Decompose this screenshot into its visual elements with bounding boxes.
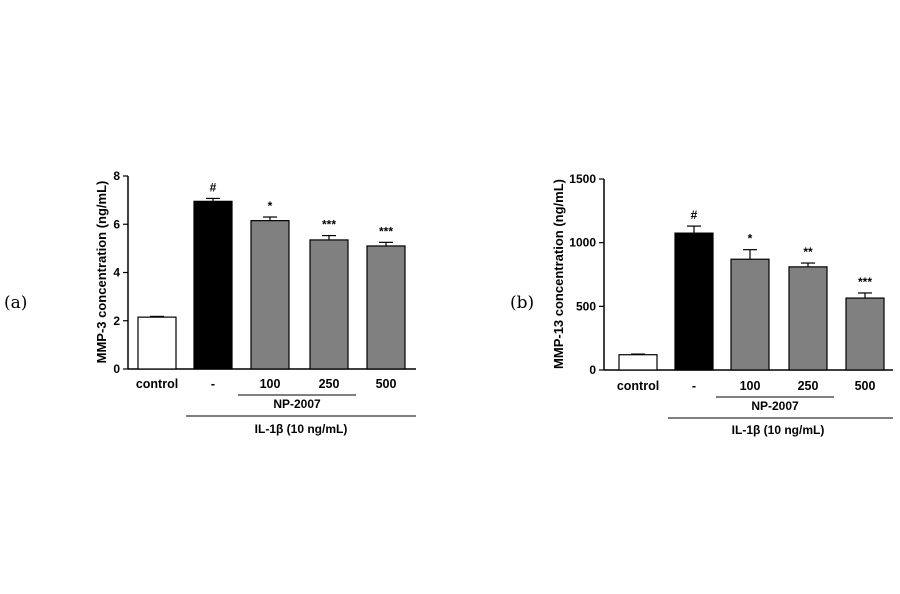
panel-a-significance-mark: *** — [379, 224, 393, 238]
panel-b-category-label: 250 — [798, 379, 819, 393]
panel-b-outer-group-label: IL-1β (10 ng/mL) — [732, 423, 825, 437]
panel-a-category-label: - — [211, 377, 215, 391]
panel-b-y-tick-label: 0 — [589, 363, 596, 377]
panel-a-category-label: 500 — [376, 377, 397, 391]
panel-a-bar — [137, 316, 177, 370]
panel-a-outer-group-label: IL-1β (10 ng/mL) — [255, 422, 348, 436]
panel-a-significance-mark: * — [268, 199, 273, 213]
panel-b-significance-mark: # — [691, 208, 698, 222]
panel-a-category-label: 100 — [260, 377, 281, 391]
panel-a-category-label: 250 — [319, 377, 340, 391]
panel-a-chart: (a) MMP-3 concentration (ng/mL) 0 2 4 6 8 co… — [4, 169, 416, 436]
panel-a-y-tick-label: 2 — [113, 314, 120, 328]
panel-b-bar — [674, 232, 714, 371]
panel-b-category-label: 100 — [740, 379, 761, 393]
panel-a-significance-mark: *** — [322, 218, 336, 232]
panel-b-bar — [730, 258, 770, 371]
panel-b-bar — [845, 297, 885, 371]
panel-b-y-tick-label: 500 — [576, 299, 596, 313]
panel-b-significance-mark: ** — [803, 245, 813, 259]
panel-a-significance-mark: # — [210, 180, 217, 194]
panel-a-label: (a) — [4, 293, 27, 313]
panel-a-y-tick-label: 0 — [113, 362, 120, 376]
panel-b-group-labels: NP-2007 IL-1β (10 ng/mL) — [668, 396, 893, 437]
panel-b-bar — [788, 266, 828, 371]
panel-b-y-tick-label: 1000 — [569, 236, 596, 250]
panel-a-inner-group-label: NP-2007 — [273, 397, 321, 411]
panel-a-bar — [250, 220, 290, 370]
panel-a-bar — [366, 245, 406, 370]
panel-b-bars: control # - * 100 ** 250 *** 500 — [617, 208, 885, 393]
panel-a-bars: control # - * 100 *** 250 *** 500 — [136, 180, 406, 391]
panel-b-significance-mark: *** — [858, 275, 872, 289]
panel-a-y-tick-label: 4 — [113, 266, 120, 280]
panel-b-category-label: control — [617, 379, 659, 393]
panel-a-y-tick-label: 8 — [113, 169, 120, 183]
panel-b-chart: (b) MMP-13 concentration (ng/mL) 0 500 100… — [510, 172, 893, 437]
panel-b-y-tick-label: 1500 — [569, 172, 596, 186]
panel-b-y-axis-label: MMP-13 concentration (ng/mL) — [551, 179, 566, 369]
panel-b-category-label: 500 — [855, 379, 876, 393]
panel-b-significance-mark: * — [748, 232, 753, 246]
panel-a-category-label: control — [136, 377, 178, 391]
panel-b-category-label: - — [692, 379, 696, 393]
panel-b-bar — [618, 354, 658, 371]
panel-a-bar — [193, 200, 233, 370]
panel-a-y-tick-label: 6 — [113, 217, 120, 231]
panel-a-bar — [309, 239, 349, 370]
panel-a-group-labels: NP-2007 IL-1β (10 ng/mL) — [186, 394, 416, 436]
panel-b-inner-group-label: NP-2007 — [751, 399, 799, 413]
panel-a-y-axis-label: MMP-3 concentration (ng/mL) — [94, 181, 109, 364]
panel-b-label: (b) — [510, 293, 534, 313]
